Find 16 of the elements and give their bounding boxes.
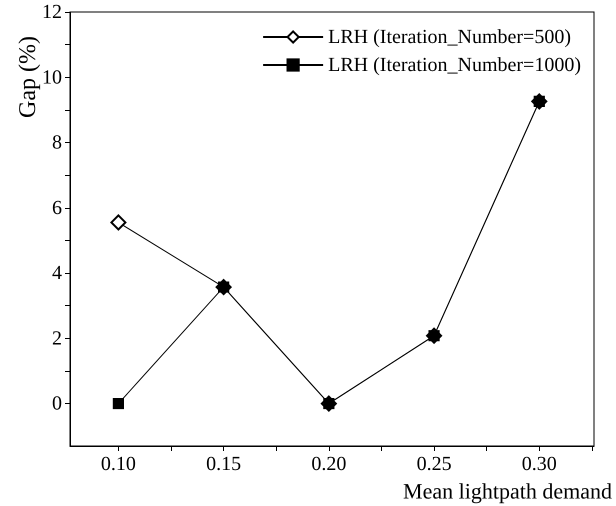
y-axis-title: Gap (%) [15,36,41,118]
x-tick-label: 0.15 [206,453,242,475]
legend-label: LRH (Iteration_Number=1000) [328,54,582,76]
y-tick-label: 12 [42,1,62,23]
y-tick-label: 6 [52,196,62,219]
y-tick-label: 8 [52,132,62,154]
y-tick-label: 4 [52,262,62,284]
legend-label: LRH (Iteration_Number=500) [328,26,572,48]
x-tick-label: 0.10 [100,453,136,475]
x-tick-label: 0.25 [416,453,452,475]
y-tick-label: 2 [52,327,62,350]
y-tick-label: 0 [52,392,62,415]
x-tick-label: 0.20 [311,453,346,475]
x-tick-label: 0.30 [522,453,557,475]
x-axis-title: Mean lightpath demand [403,478,612,504]
y-tick-label: 10 [42,66,62,88]
